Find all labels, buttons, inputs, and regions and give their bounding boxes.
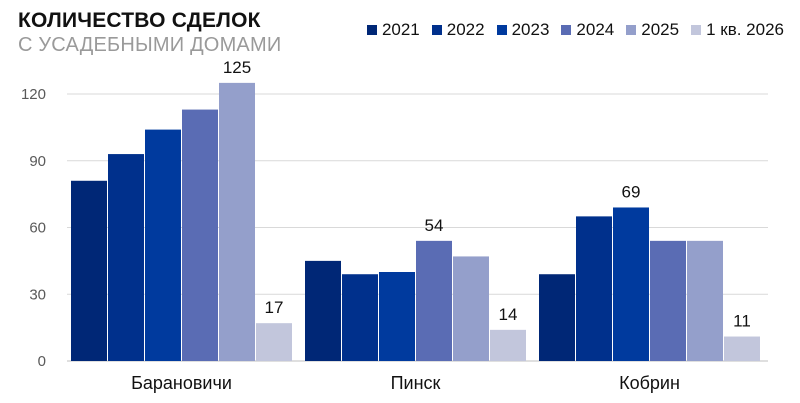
legend-item: 2025 bbox=[626, 20, 679, 40]
category-label: Пинск bbox=[391, 373, 441, 393]
bar bbox=[576, 216, 612, 361]
bar bbox=[416, 240, 452, 361]
data-label: 69 bbox=[622, 182, 641, 201]
legend-item: 2023 bbox=[496, 20, 550, 40]
bar bbox=[379, 272, 415, 361]
bar bbox=[145, 129, 181, 361]
bar bbox=[687, 240, 723, 361]
bar bbox=[490, 329, 526, 361]
data-label: 14 bbox=[499, 305, 518, 324]
legend-item: 2024 bbox=[561, 20, 614, 40]
bar bbox=[724, 336, 760, 361]
y-tick-label: 120 bbox=[21, 86, 46, 103]
bar bbox=[108, 154, 144, 361]
y-tick-label: 0 bbox=[38, 353, 46, 370]
legend-swatch bbox=[366, 25, 377, 35]
category-label: Кобрин bbox=[619, 373, 680, 393]
bar bbox=[342, 274, 378, 361]
chart-subtitle: С УСАДЕБНЫМИ ДОМАМИ bbox=[18, 34, 282, 56]
legend-label: 2025 bbox=[641, 20, 680, 39]
y-tick-label: 60 bbox=[29, 220, 46, 237]
legend-label: 2021 bbox=[381, 20, 420, 39]
chart-title: КОЛИЧЕСТВО СДЕЛОК bbox=[18, 9, 261, 32]
bar bbox=[650, 240, 686, 361]
legend-item: 2022 bbox=[431, 20, 485, 40]
legend-swatch bbox=[626, 25, 637, 35]
legend-item: 2021 bbox=[366, 20, 420, 40]
bar bbox=[219, 82, 255, 361]
y-tick-label: 90 bbox=[29, 153, 46, 170]
data-label: 54 bbox=[425, 216, 444, 235]
legend-swatch bbox=[561, 25, 572, 35]
bar bbox=[539, 274, 575, 361]
legend-label: 1 кв. 2026 bbox=[706, 20, 784, 39]
bar bbox=[256, 323, 292, 361]
category-label: Барановичи bbox=[131, 373, 232, 393]
legend-item: 1 кв. 2026 bbox=[691, 20, 784, 40]
legend: 2021 2022 2023 2024 2025 1 кв. 2026 bbox=[366, 20, 784, 40]
data-label: 17 bbox=[265, 298, 284, 317]
legend-swatch bbox=[691, 25, 702, 35]
bar bbox=[453, 256, 489, 361]
legend-label: 2022 bbox=[446, 20, 485, 39]
legend-label: 2023 bbox=[511, 20, 550, 39]
legend-swatch bbox=[496, 25, 507, 35]
bar bbox=[182, 109, 218, 361]
data-label: 125 bbox=[223, 58, 251, 77]
bar bbox=[71, 180, 107, 361]
y-tick-label: 30 bbox=[29, 286, 46, 303]
bar bbox=[305, 260, 341, 361]
legend-label: 2024 bbox=[576, 20, 615, 39]
legend-swatch bbox=[431, 25, 442, 35]
bar bbox=[613, 207, 649, 361]
data-label: 11 bbox=[733, 312, 751, 331]
